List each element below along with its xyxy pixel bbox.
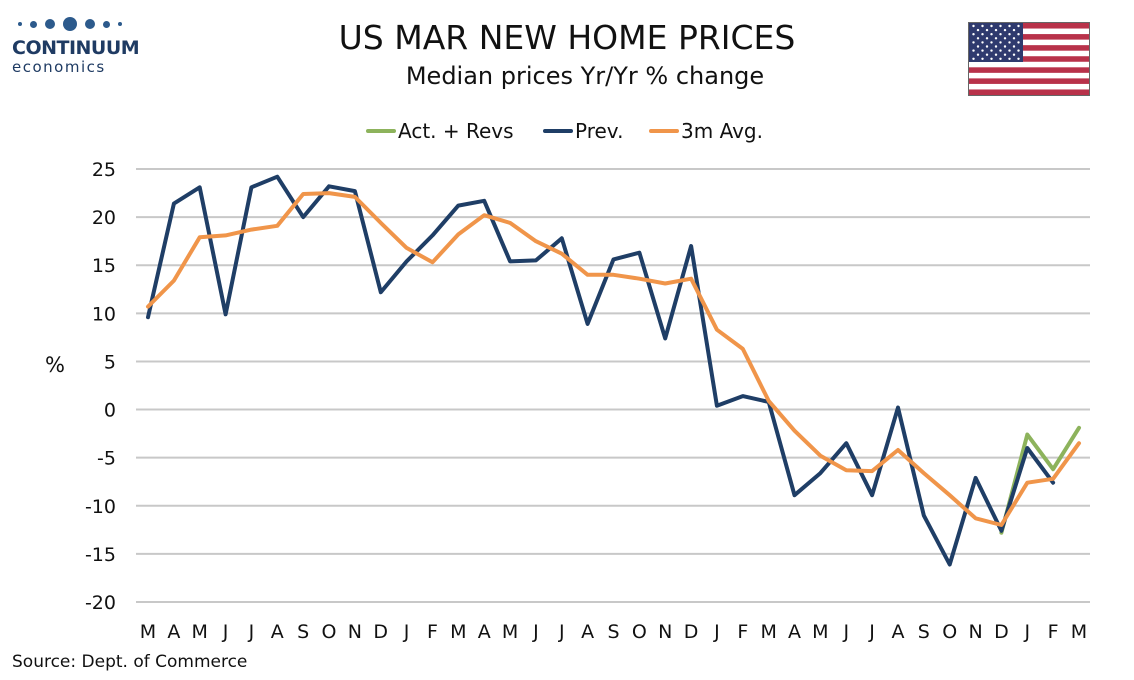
y-tick-label: 20 (92, 207, 116, 229)
logo-sub: economics (12, 58, 106, 76)
series-line-prev (146, 174, 1056, 567)
x-tick-label: A (581, 621, 594, 643)
y-tick-label: -20 (85, 592, 116, 614)
x-tick-label: F (427, 621, 438, 643)
series-lines (146, 174, 1081, 567)
x-tick-label: A (167, 621, 180, 643)
x-tick-label: J (403, 621, 410, 643)
y-tick-label: 10 (92, 303, 116, 325)
x-tick-label: O (632, 621, 647, 643)
x-tick-label: M (450, 621, 466, 643)
x-tick-label: O (322, 621, 337, 643)
x-tick-label: M (502, 621, 518, 643)
chart-subtitle: Median prices Yr/Yr % change (405, 62, 765, 90)
y-axis-ticks: 25 20 15 10 5 0 -5 -10 -15 -20 (85, 159, 116, 614)
y-tick-label: 15 (92, 255, 116, 277)
y-tick-label: -10 (85, 496, 116, 518)
x-tick-label: J (222, 621, 229, 643)
x-tick-label: M (140, 621, 156, 643)
x-tick-label: O (942, 621, 957, 643)
y-tick-label: 25 (92, 159, 116, 181)
x-tick-label: D (684, 621, 699, 643)
y-axis-label: % (45, 353, 65, 377)
chart-title: US MAR NEW HOME PRICES (338, 18, 796, 57)
y-tick-label: 0 (104, 400, 116, 422)
x-tick-label: S (607, 621, 619, 643)
x-tick-label: J (868, 621, 875, 643)
x-tick-label: F (737, 621, 748, 643)
us-flag-icon (968, 22, 1090, 96)
x-tick-label: M (1071, 621, 1087, 643)
x-tick-label: N (658, 621, 672, 643)
x-tick-label: A (891, 621, 904, 643)
legend-label: Prev. (575, 119, 623, 143)
x-tick-label: J (558, 621, 565, 643)
legend-label: Act. + Revs (398, 119, 514, 143)
y-tick-label: -5 (97, 448, 116, 470)
source-note: Source: Dept. of Commerce (12, 652, 248, 672)
x-tick-label: D (373, 621, 388, 643)
x-tick-label: M (192, 621, 208, 643)
x-tick-label: A (788, 621, 801, 643)
logo-dots-icon (18, 14, 142, 34)
x-tick-label: M (812, 621, 828, 643)
x-tick-label: J (713, 621, 720, 643)
x-tick-label: J (1023, 621, 1030, 643)
x-tick-label: M (760, 621, 776, 643)
x-tick-label: S (297, 621, 309, 643)
grid-lines (136, 168, 1090, 603)
y-tick-label: -15 (85, 544, 116, 566)
legend: Act. + Revs Prev. 3m Avg. (366, 119, 763, 143)
x-tick-label: D (994, 621, 1009, 643)
x-tick-label: J (532, 621, 539, 643)
logo-word: CONTINUUM (12, 37, 140, 59)
continuum-logo: CONTINUUM economics (12, 14, 142, 76)
x-tick-label: J (248, 621, 255, 643)
y-tick-label: 5 (104, 351, 116, 373)
x-tick-label: N (968, 621, 982, 643)
x-tick-label: J (842, 621, 849, 643)
x-tick-label: A (478, 621, 491, 643)
series-line-3m-avg (146, 191, 1081, 527)
x-tick-label: F (1048, 621, 1059, 643)
us-flag-graphic (969, 23, 1089, 95)
x-tick-label: S (918, 621, 930, 643)
legend-label: 3m Avg. (681, 119, 763, 143)
x-tick-label: A (271, 621, 284, 643)
x-tick-label: N (348, 621, 362, 643)
